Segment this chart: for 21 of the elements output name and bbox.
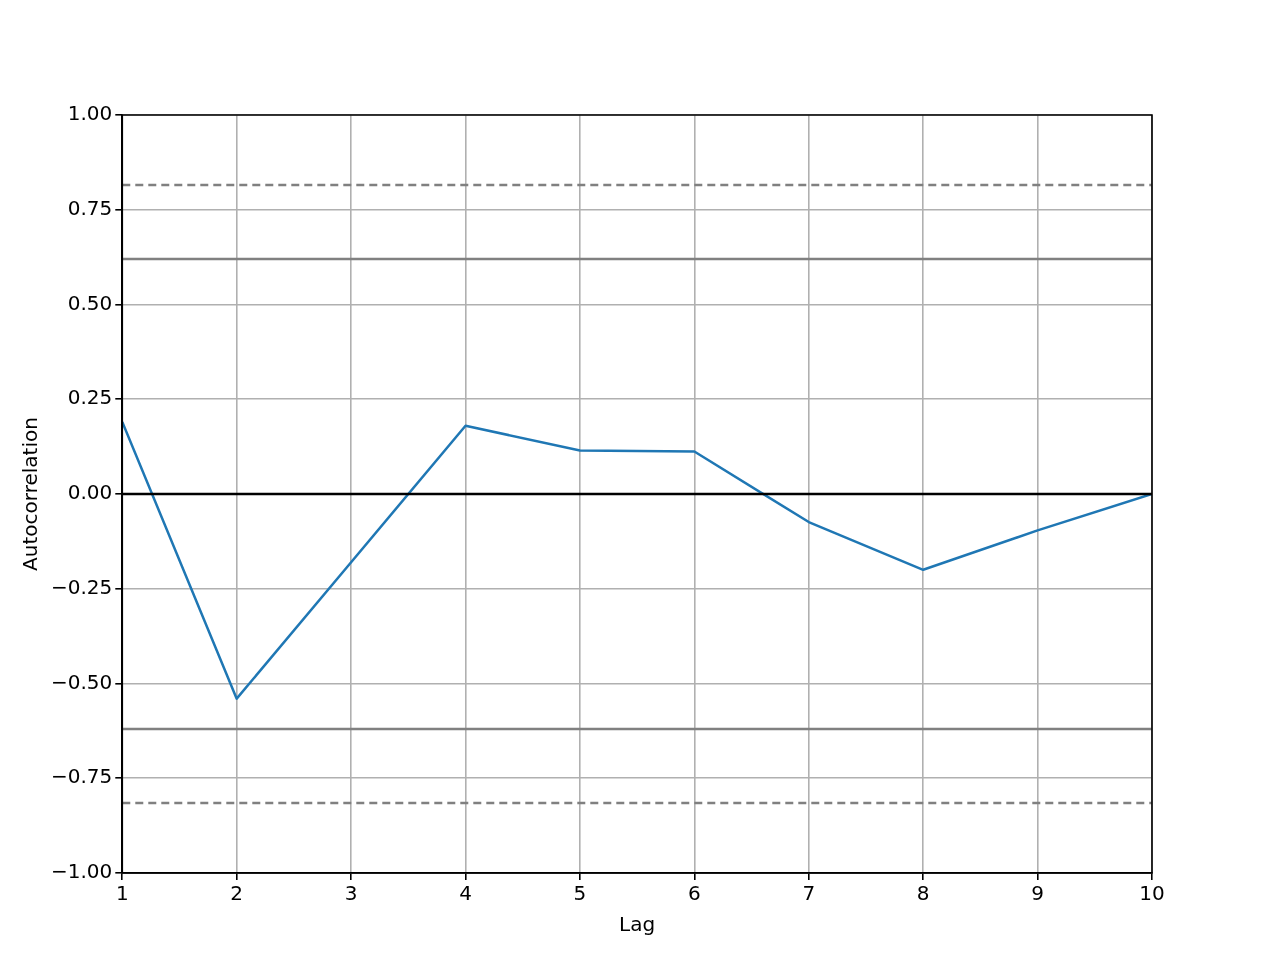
x-axis-title: Lag — [619, 912, 656, 937]
x-tick-label: 5 — [573, 881, 587, 906]
x-tick-label: 7 — [802, 881, 816, 906]
y-tick-label: 1.00 — [67, 101, 113, 126]
x-tick-label: 3 — [344, 881, 358, 906]
x-tick-label: 1 — [115, 881, 129, 906]
y-axis-title: Autocorrelation — [18, 417, 43, 571]
x-tick-label: 8 — [916, 881, 930, 906]
y-tick-label: −0.25 — [50, 574, 113, 599]
y-tick-label: 0.00 — [67, 480, 113, 505]
x-tick-label: 4 — [459, 881, 472, 906]
x-tick-label: 9 — [1031, 881, 1044, 906]
y-tick-label: 0.50 — [67, 290, 113, 315]
x-tick-label: 6 — [687, 881, 701, 906]
x-tick-label: 2 — [230, 881, 244, 906]
y-tick-label: −0.75 — [50, 764, 113, 789]
x-tick-label: 10 — [1139, 881, 1165, 906]
y-tick-label: −0.50 — [50, 669, 113, 694]
y-tick-label: 0.75 — [67, 195, 113, 220]
y-tick-label: −1.00 — [50, 859, 113, 884]
y-tick-label: 0.25 — [67, 385, 113, 410]
